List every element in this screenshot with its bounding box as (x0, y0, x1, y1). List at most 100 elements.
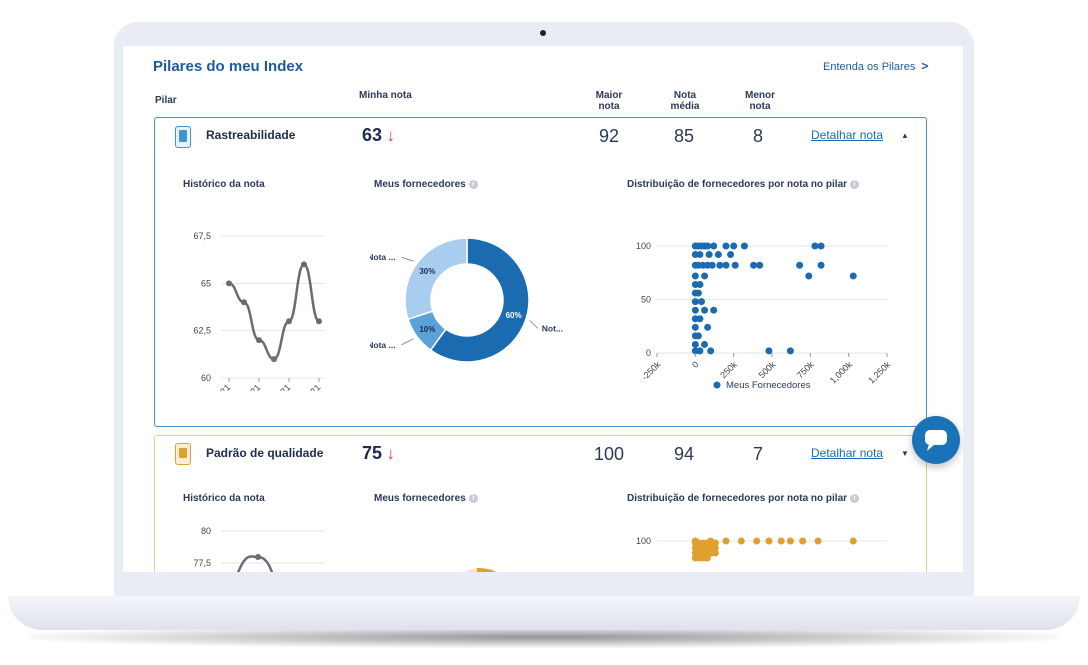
suppliers-title: Meus fornecedores i (374, 179, 478, 190)
history-point (255, 554, 261, 560)
scatter-point (849, 537, 857, 545)
phone-icon (175, 126, 191, 148)
suppliers-donut-chart: 60% Not... 10% Nota ... 30% Nota ... (370, 237, 563, 363)
scatter-point (711, 544, 719, 552)
history-point (271, 356, 277, 363)
distribution-title: Distribuição de fornecedores por nota no… (627, 493, 860, 504)
x-tick-label: 0 (690, 359, 701, 370)
y-tick-label: 67,5 (193, 231, 211, 241)
scatter-point (691, 306, 699, 314)
scatter-point (731, 261, 739, 269)
info-icon: i (468, 180, 478, 189)
scatter-point (714, 251, 722, 259)
collapse-caret-icon[interactable]: ▲ (901, 131, 909, 140)
scatter-point (750, 261, 758, 269)
scatter-point (786, 347, 794, 355)
scatter-point (765, 537, 773, 545)
arrow-down-icon: ↓ (386, 444, 395, 463)
scatter-point (697, 298, 705, 306)
col-maior-nota: Maior nota (595, 90, 623, 112)
scatter-point (817, 261, 825, 269)
scatter-point (711, 549, 719, 557)
max-score: 92 (598, 126, 620, 146)
info-icon: i (850, 180, 860, 189)
scatter-point (730, 242, 738, 250)
info-icon: i (468, 494, 478, 503)
avg-score: 85 (673, 126, 695, 146)
scatter-point (691, 298, 699, 306)
scatter-point (708, 261, 716, 269)
entenda-pilares-link[interactable]: Entenda os Pilares > (823, 59, 928, 73)
chevron-right-icon: > (921, 59, 929, 73)
donut-leader (401, 338, 414, 346)
x-tick-label: 250k (718, 359, 739, 380)
legend-label: Meus Fornecedores (726, 380, 811, 391)
donut-percent-label: 10% (419, 325, 435, 334)
scatter-point (705, 251, 713, 259)
my-score: 63 ↓ (362, 125, 395, 145)
history-point (256, 337, 262, 344)
scatter-point (737, 537, 745, 545)
y-tick-label: 100 (636, 536, 651, 546)
page-title: Pilares do meu Index (153, 58, 304, 75)
history-point (241, 299, 247, 306)
scatter-point (696, 281, 704, 289)
y-tick-label: 0 (646, 348, 651, 358)
scatter-point (796, 261, 804, 269)
detalhar-nota-link[interactable]: Detalhar nota (811, 128, 884, 142)
detalhar-nota-link[interactable]: Detalhar nota (811, 446, 884, 460)
chat-bubble-icon (925, 430, 947, 451)
scatter-point (799, 537, 807, 545)
pillar-name: Padrão de qualidade (206, 446, 324, 460)
min-score: 8 (752, 126, 763, 146)
donut-slice (429, 237, 530, 363)
history-title: Histórico da nota (183, 179, 265, 190)
pillar-card-rastreabilidade: Rastreabilidade 63 ↓ 92 85 8 Detalhar no… (154, 117, 927, 427)
info-icon: i (850, 494, 860, 503)
history-point (226, 280, 232, 287)
scatter-point (696, 315, 704, 323)
expand-caret-icon[interactable]: ▼ (901, 449, 909, 458)
scatter-point (694, 332, 702, 340)
scatter-point (696, 347, 704, 355)
col-nota-media: Nota média (670, 90, 700, 112)
history-line-chart: 60 62,5 65 67,5 06/202108/202110/202112/202… (193, 231, 325, 391)
max-score: 100 (593, 444, 625, 464)
scatter-point (814, 537, 822, 545)
chat-button[interactable] (912, 416, 960, 464)
scatter-point (817, 242, 825, 250)
scatter-point (727, 251, 735, 259)
min-score: 7 (752, 444, 763, 464)
x-tick-label: 750k (795, 359, 816, 380)
scatter-point (765, 347, 773, 355)
scatter-point (694, 289, 702, 297)
scatter-point (710, 242, 718, 250)
x-tick-label: -250k (639, 359, 662, 382)
col-menor-nota: Menor nota (745, 90, 775, 112)
scatter-point (722, 537, 730, 545)
laptop-shadow (28, 626, 1060, 648)
y-tick-label: 80 (201, 526, 211, 536)
scatter-point (710, 306, 718, 314)
scatter-point (701, 340, 709, 348)
scatter-point (701, 306, 709, 314)
camera-dot (540, 30, 546, 36)
scatter-point (722, 242, 730, 250)
donut-leader (401, 256, 414, 262)
scatter-point (753, 537, 761, 545)
scatter-point (691, 323, 699, 331)
suppliers-title: Meus fornecedores i (374, 493, 478, 504)
avg-score: 94 (673, 444, 695, 464)
scatter-point (722, 261, 730, 269)
x-tick-label: 06/2021 (202, 382, 232, 391)
scatter-point (701, 272, 709, 280)
entenda-pilares-label: Entenda os Pilares (823, 61, 916, 73)
scatter-point (691, 272, 699, 280)
history-line (236, 555, 274, 572)
history-line-chart-2: 80 77,5 (193, 526, 325, 572)
donut-slice (404, 237, 468, 321)
scatter-point (711, 539, 719, 547)
scatter-point (707, 347, 715, 355)
scatter-point (811, 242, 819, 250)
